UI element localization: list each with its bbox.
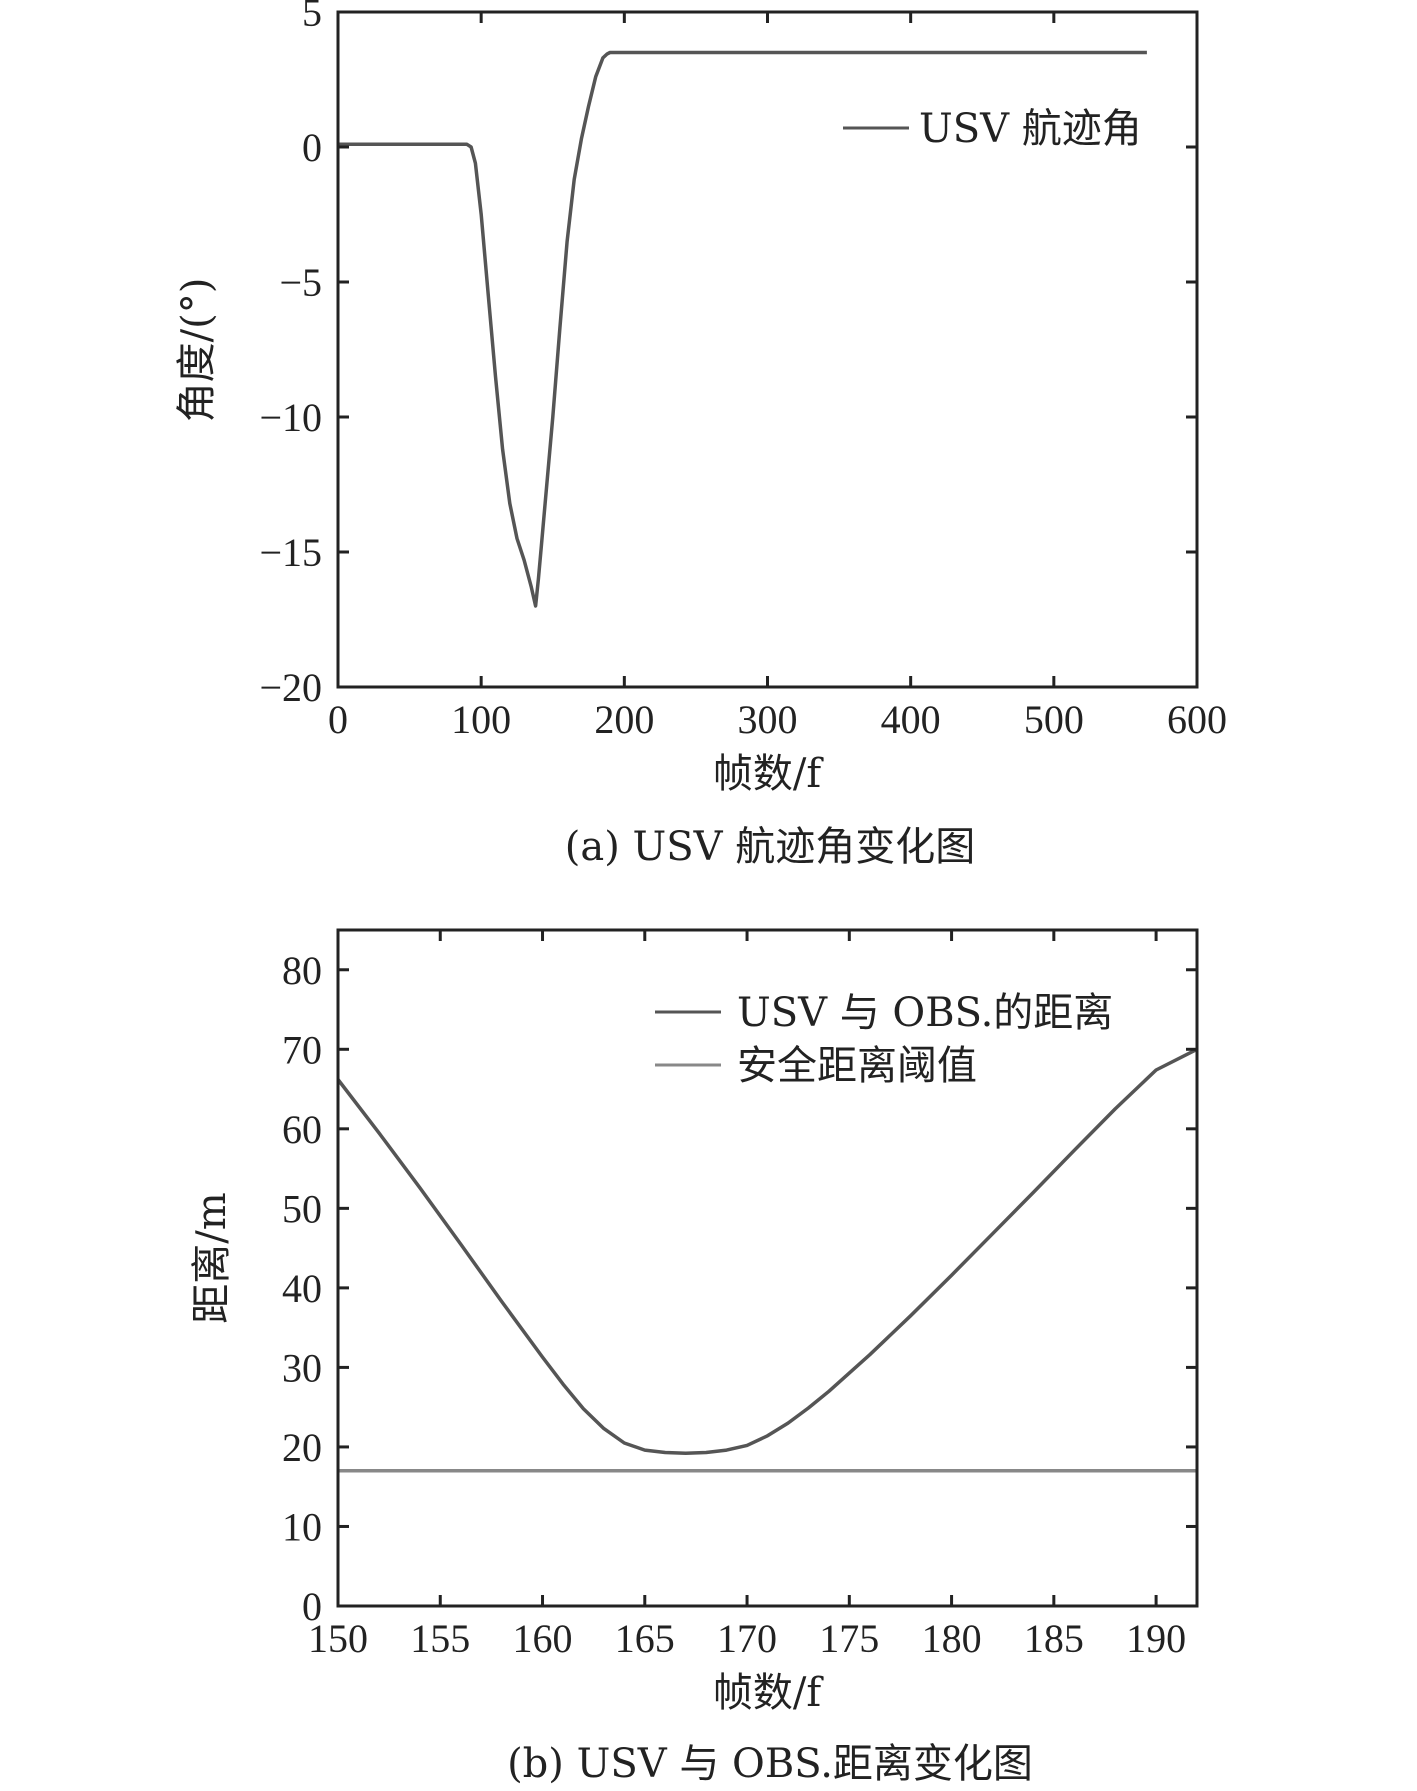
chart-b-y-axis-label: 距离/m: [189, 1192, 235, 1323]
chart-b-plot-frame: [336, 928, 1199, 1608]
chart-a-y-tick-label: −5: [279, 260, 322, 305]
chart-a-legend-label: USV 航迹角: [919, 106, 1142, 152]
chart-a-x-tick-label: 0: [328, 697, 348, 742]
chart-a-y-tick-label: −10: [259, 395, 322, 440]
chart-b-tick-layer: 150 155 160 165 170 175 180 185 190 0 10 20 30 40 50 60…: [282, 930, 1197, 1661]
chart-b-legend-label-threshold: 安全距离阈值: [737, 1043, 977, 1089]
chart-b-x-tick-label: 150: [308, 1616, 368, 1661]
chart-a-x-tick-label: 500: [1024, 697, 1084, 742]
chart-b-series-line-0: [336, 1047, 1198, 1456]
chart-b-x-tick-label: 155: [410, 1616, 470, 1661]
chart-b-x-tick-label: 160: [513, 1616, 573, 1661]
chart-a-x-axis-label: 帧数/f: [713, 751, 824, 797]
chart-a-x-tick-label: 100: [451, 697, 511, 742]
chart-a-y-tick-label: 5: [302, 0, 322, 35]
chart-b-y-tick-label: 80: [282, 948, 322, 993]
chart-b-x-axis-label: 帧数/f: [713, 1670, 824, 1716]
chart-a-legend: USV 航迹角: [843, 106, 1142, 152]
chart-a-y-axis-label: 角度/(°): [174, 278, 220, 423]
chart-b-x-tick-label: 175: [819, 1616, 879, 1661]
chart-b-series-layer: [336, 1047, 1198, 1473]
chart-a-y-tick-label: 0: [302, 125, 322, 170]
chart-a-series-line-0: [338, 50, 1147, 608]
chart-b-x-tick-label: 180: [922, 1616, 982, 1661]
chart-a-track-angle: 0 100 200 300 400 500 600 −20 −15 −10 −5 0 5 USV 航迹角…: [174, 0, 1227, 870]
chart-b-distance: 150 155 160 165 170 175 180 185 190 0 10 20 30 40 50 60…: [189, 928, 1199, 1787]
chart-a-x-tick-label: 600: [1167, 697, 1227, 742]
chart-b-x-tick-label: 165: [615, 1616, 675, 1661]
chart-a-tick-layer: 0 100 200 300 400 500 600 −20 −15 −10 −5 0 5: [259, 0, 1227, 742]
chart-a-caption: (a) USV 航迹角变化图: [565, 824, 976, 870]
chart-b-y-tick-label: 10: [282, 1504, 322, 1549]
chart-b-y-tick-label: 30: [282, 1345, 322, 1390]
chart-b-legend-label-distance: USV 与 OBS.的距离: [737, 990, 1113, 1036]
chart-b-y-tick-label: 0: [302, 1584, 322, 1629]
chart-b-y-tick-label: 20: [282, 1425, 322, 1470]
chart-b-x-tick-label: 190: [1126, 1616, 1186, 1661]
chart-a-x-tick-label: 200: [594, 697, 654, 742]
chart-a-series-layer: [338, 50, 1147, 608]
chart-b-x-tick-label: 185: [1024, 1616, 1084, 1661]
chart-b-y-tick-label: 50: [282, 1186, 322, 1231]
chart-a-x-tick-label: 300: [738, 697, 798, 742]
chart-b-legend: USV 与 OBS.的距离 安全距离阈值: [655, 990, 1113, 1089]
chart-b-y-tick-label: 70: [282, 1027, 322, 1072]
chart-b-y-tick-label: 40: [282, 1266, 322, 1311]
chart-a-y-tick-label: −20: [259, 665, 322, 710]
chart-b-x-tick-label: 170: [717, 1616, 777, 1661]
chart-b-y-tick-label: 60: [282, 1107, 322, 1152]
chart-b-caption: (b) USV 与 OBS.距离变化图: [507, 1741, 1033, 1787]
chart-a-x-tick-label: 400: [881, 697, 941, 742]
chart-a-y-tick-label: −15: [259, 530, 322, 575]
